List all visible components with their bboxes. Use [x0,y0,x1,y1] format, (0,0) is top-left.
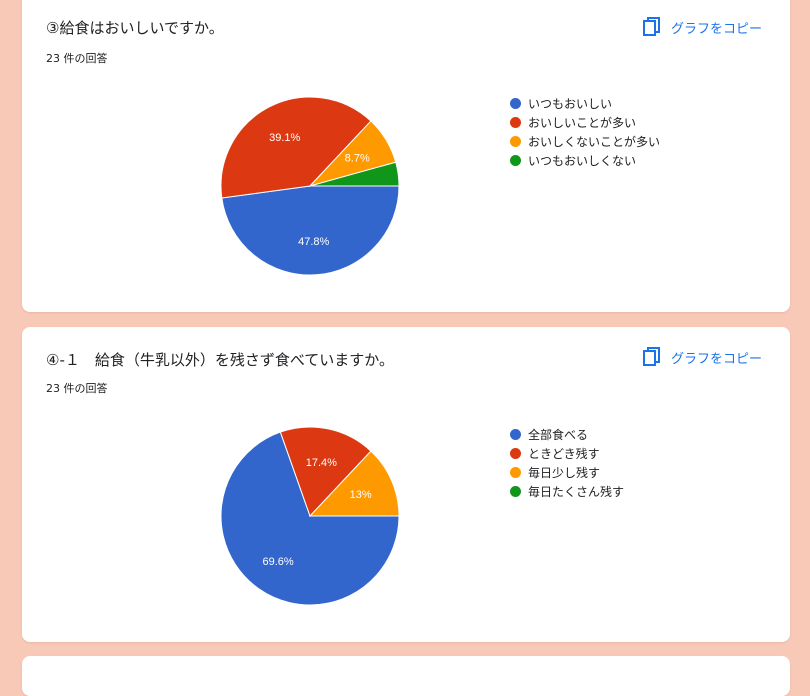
question-title: ③給食はおいしいですか。 [46,19,224,37]
pie-slice-label: 69.6% [263,556,294,568]
legend-dot-icon [510,486,521,497]
question-card: ③給食はおいしいですか。 23 件の回答 グラフをコピー 47.8% 39.1% 8… [22,0,790,312]
pie-slice [308,450,400,517]
pie-slice-label: 17.4% [306,457,337,469]
legend-label: ときどき残す [528,447,600,461]
pie-slice-label: 47.8% [298,236,329,248]
pie-chart: 69.6% 17.4% 13% [220,426,400,606]
legend-item: 毎日たくさん残す [510,482,624,501]
pie-slice-label: 8.7% [345,152,370,164]
legend-label: おいしいことが多い [528,116,637,130]
legend-dot-icon [510,117,521,128]
pie-slice [309,161,400,187]
pie-chart: 47.8% 39.1% 8.7% [220,96,400,276]
legend-item: 全部食べる [510,425,624,444]
question-title: ④-１ 給食（牛乳以外）を残さず食べていますか。 [46,351,394,369]
chart-legend: 全部食べるときどき残す 毎日少し残す毎日たくさん残す [510,425,624,501]
legend-item: ときどき残す [510,444,624,463]
legend-dot-icon [510,155,521,166]
legend-label: 全部食べる [528,428,589,442]
legend-label: いつもおいしい [528,97,613,111]
pie-slice-label: 13% [350,489,372,501]
legend-dot-icon [510,136,521,147]
copy-chart-button[interactable]: グラフをコピー [642,347,762,367]
response-count: 23 件の回答 [46,52,108,65]
pie-slice [279,426,372,517]
question-card [22,656,790,696]
legend-dot-icon [510,429,521,440]
copy-icon [642,347,660,366]
pie-slice-label: 39.1% [269,132,300,144]
legend-item: おいしくないことが多い [510,132,660,151]
legend-item: いつもおいしい [510,94,660,113]
chart-legend: いつもおいしいおいしいことが多いおいしくないことが多い いつもおいしくない [510,94,660,170]
legend-label: 毎日少し残す [528,466,601,480]
legend-item: いつもおいしくない [510,151,660,170]
legend-label: 毎日たくさん残す [528,485,625,499]
pie-slice [221,185,400,276]
question-card: ④-１ 給食（牛乳以外）を残さず食べていますか。 23 件の回答 グラフをコピー… [22,327,790,642]
legend-dot-icon [510,467,521,478]
legend-item: 毎日少し残す [510,463,624,482]
copy-chart-label: グラフをコピー [670,351,762,367]
copy-icon [642,17,660,36]
legend-label: おいしくないことが多い [528,135,661,149]
copy-chart-button[interactable]: グラフをコピー [642,17,762,37]
copy-chart-label: グラフをコピー [670,21,762,37]
response-count: 23 件の回答 [46,382,108,395]
legend-dot-icon [510,98,521,109]
pie-slice [220,96,372,199]
legend-label: いつもおいしくない [528,154,637,168]
legend-dot-icon [510,448,521,459]
pie-slice [220,431,400,606]
legend-item: おいしいことが多い [510,113,660,132]
